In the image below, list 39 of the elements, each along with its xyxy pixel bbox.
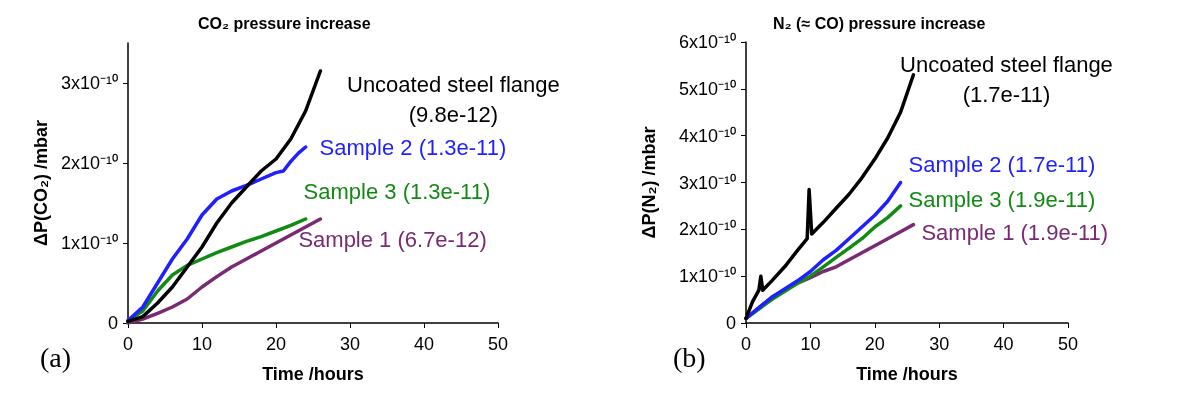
text: (b) [673, 341, 706, 373]
x-tick-label: 0 [122, 334, 134, 354]
y-axis-title: ΔP(N₂) /mbar [639, 126, 659, 239]
series-label: Sample 1 (1.9e-11) [921, 220, 1109, 246]
y-tick-label: 1x10⁻¹⁰ [678, 266, 736, 287]
x-tick-label: 20 [265, 334, 287, 354]
y-tick-label: 0 [107, 313, 118, 333]
text: (a) [40, 341, 72, 373]
x-tick-label: 10 [800, 334, 821, 354]
y-tick-label: 4x10⁻¹⁰ [678, 125, 736, 146]
chart-title: N₂ (≈ CO) pressure increase [773, 14, 986, 32]
y-tick-label: 5x10⁻¹⁰ [678, 78, 736, 99]
series-label: Sample 2 (1.7e-11) [908, 152, 1096, 177]
x-tick-label: 50 [487, 334, 509, 354]
series-label: Uncoated steel flange (9.8e-12) [346, 71, 560, 127]
x-tick-label: 0 [740, 334, 752, 354]
chart-title: CO₂ pressure increase [198, 14, 371, 32]
y-tick-label: 6x10⁻¹⁰ [678, 32, 736, 52]
series-label: Uncoated steel flange (1.7e-11) [900, 52, 1113, 108]
y-tick-label: 2x10⁻¹⁰ [678, 219, 736, 240]
x-axis-title: Time /hours [262, 364, 364, 384]
y-tick-label: 2x10⁻¹⁰ [60, 153, 118, 173]
y-tick-label: 3x10⁻¹⁰ [678, 172, 736, 193]
series-label: Sample 3 (1.3e-11) [303, 178, 491, 204]
series-label: Sample 3 (1.9e-11) [908, 187, 1096, 213]
y-tick-label: 3x10⁻¹⁰ [60, 73, 118, 93]
series-label: Sample 2 (1.3e-11) [319, 134, 507, 160]
x-tick-label: 40 [993, 334, 1014, 354]
y-tick-label: 1x10⁻¹⁰ [60, 233, 118, 253]
x-tick-label: 10 [191, 334, 213, 354]
series-label: Sample 1 (6.7e-12) [298, 226, 487, 252]
x-tick-label: 50 [1057, 334, 1079, 354]
x-axis-title: Time /hours [856, 364, 958, 384]
x-tick-label: 20 [864, 334, 885, 354]
y-tick-label: 0 [725, 313, 736, 333]
x-tick-label: 30 [339, 334, 361, 354]
x-tick-label: 40 [413, 334, 435, 354]
y-axis-title: ΔP(CO₂) /mbar [31, 120, 51, 246]
x-tick-label: 30 [929, 334, 950, 354]
